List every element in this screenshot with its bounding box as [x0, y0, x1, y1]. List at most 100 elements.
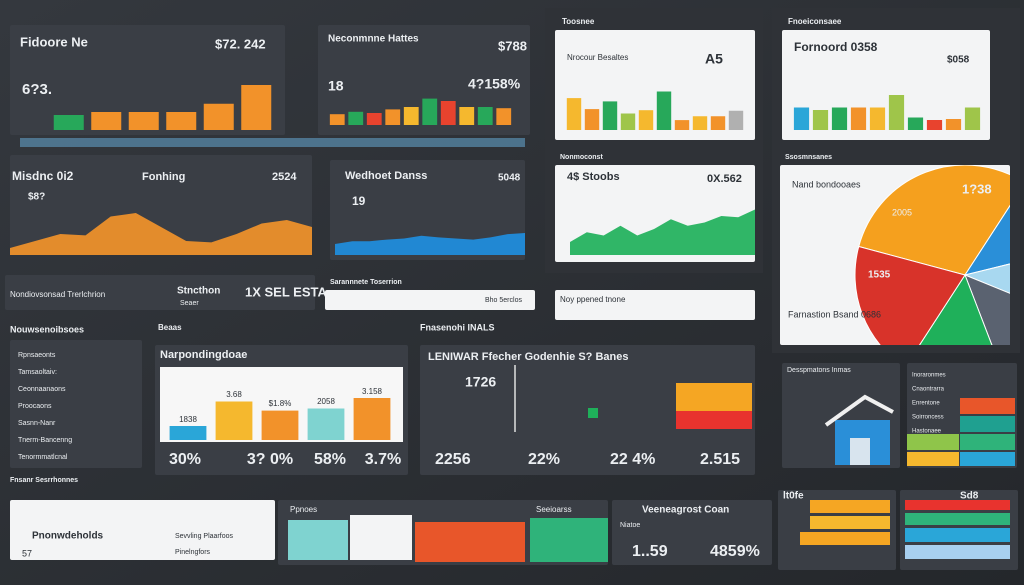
- panel: Veeneagrost Coan 1..59 4859% Niatoe: [612, 500, 772, 565]
- area: [10, 213, 312, 255]
- panel-text: 6?3.: [22, 81, 52, 98]
- section-label: Ssosmnsanes: [785, 154, 832, 161]
- panel-text: Tnerm-Bancenng: [18, 437, 72, 444]
- panel-text: Pinelngfors: [175, 549, 211, 556]
- panel-text: Stncthon: [177, 286, 220, 297]
- block: [530, 518, 608, 562]
- panel-background: [10, 155, 312, 255]
- panel-text: 0X.562: [707, 173, 742, 185]
- panel-text: Sevvling Plaarfoos: [175, 533, 233, 540]
- panel-background: [420, 345, 755, 475]
- bar: [638, 110, 654, 130]
- panel-text: lt0fe: [783, 491, 804, 502]
- bar: [348, 111, 364, 125]
- panel-text: 2058: [317, 397, 335, 406]
- panel-text: Inoraronmes: [912, 373, 946, 379]
- panel-text: Rpnsaeonts: [18, 352, 56, 359]
- cell: [960, 416, 1015, 432]
- panel-background: [612, 500, 772, 565]
- panel-text: A5: [705, 51, 723, 67]
- panel-text: 2005: [892, 207, 912, 217]
- panel-background: [555, 290, 755, 320]
- section-label: Nouwsenoibsoes: [10, 324, 84, 334]
- bar: [477, 107, 493, 125]
- panel: Fornoord 0358 $058: [782, 30, 990, 140]
- bar: [459, 107, 475, 125]
- panel-text: Tamsaoltaiv:: [18, 369, 57, 376]
- bar-decor: [905, 500, 1010, 510]
- panel: Noy ppened tnone: [555, 290, 755, 320]
- section-label: Fnoeiconsaee: [788, 17, 842, 26]
- bar: [422, 98, 438, 125]
- bar: [869, 107, 886, 130]
- panel: Fidoore Ne $72. 242 6?3.: [10, 25, 285, 135]
- bar: [584, 109, 600, 130]
- panel-text: Fonhing: [142, 171, 185, 183]
- bar: [812, 110, 829, 130]
- bar: [329, 114, 345, 125]
- panel-background: [330, 160, 525, 260]
- section-label: Fnasenohi INALS: [420, 322, 495, 332]
- house-roof: [824, 394, 894, 427]
- section-label: Sarannnete Toserrion: [330, 279, 402, 286]
- bar: [261, 410, 299, 440]
- bar: [620, 113, 636, 130]
- panel-text: 22 4%: [610, 451, 655, 468]
- pie-slice: [963, 263, 1010, 294]
- panel-text: 18: [328, 78, 344, 94]
- panel: Nrocour Besaltes A5: [555, 30, 755, 140]
- bar: [440, 101, 456, 125]
- panel-text: Desspmatons Inmas: [787, 367, 851, 374]
- block: [676, 411, 752, 429]
- panel-text: Seaer: [180, 300, 199, 307]
- bar: [656, 91, 672, 130]
- cell: [960, 398, 1015, 414]
- block: [676, 383, 752, 411]
- bar: [128, 112, 159, 130]
- bar: [241, 85, 272, 130]
- cell: [960, 452, 1015, 466]
- panel-text: 5048: [498, 173, 521, 184]
- bar: [907, 117, 924, 130]
- panel-text: 22%: [528, 451, 560, 468]
- panel-text: Ceonnaanaons: [18, 386, 66, 393]
- panel-text: 1X SEL ESTA: [245, 284, 327, 299]
- panel-text: Nondiovsonsad Trerlchrion: [10, 290, 105, 299]
- panel-text: $788: [498, 38, 527, 53]
- bar-decor: [905, 545, 1010, 559]
- panel-background: [5, 275, 315, 310]
- bar-decor: [905, 528, 1010, 542]
- panel-text: 4859%: [710, 543, 760, 560]
- panel-text: 1838: [179, 415, 197, 424]
- pie-slice: [963, 204, 1010, 276]
- panel-text: Bho 5erclos: [485, 297, 522, 304]
- panel-text: $058: [947, 55, 970, 66]
- bar: [926, 120, 943, 130]
- panel-text: Enrentone: [912, 401, 940, 407]
- panel-text: Sd8: [960, 491, 979, 502]
- panel-text: Wedhoet Danss: [345, 170, 427, 182]
- bar: [945, 119, 962, 130]
- panel-text: 3.7%: [365, 451, 401, 468]
- bar: [203, 103, 234, 130]
- block: [588, 408, 598, 418]
- panel-text: $8?: [28, 192, 45, 203]
- panel-text: 3.68: [226, 390, 242, 399]
- panel: Rpnsaeonts Tamsaoltaiv: Ceonnaanaons Prooca…: [10, 340, 142, 468]
- pie: [854, 165, 1010, 345]
- progress-strip: [20, 138, 525, 147]
- bar: [307, 408, 345, 440]
- panel-text: 57: [22, 548, 32, 558]
- bar: [728, 110, 744, 130]
- panel: Narpondingdoae 1838 3.68 $1.8% 2058 3.158 30% 3…: [155, 345, 408, 475]
- panel-text: 19: [352, 194, 366, 208]
- panel-text: Noy ppened tnone: [560, 295, 626, 304]
- section-label: Nonmoconst: [560, 154, 603, 161]
- panel-text: Fornoord 0358: [794, 40, 878, 54]
- panel-text: Fidoore Ne: [20, 34, 88, 49]
- block: [288, 520, 348, 560]
- panel-background: [325, 290, 535, 310]
- panel-text: 30%: [169, 451, 201, 468]
- panel: LENIWAR Ffecher Godenhie S? Banes 1726 225…: [420, 345, 755, 475]
